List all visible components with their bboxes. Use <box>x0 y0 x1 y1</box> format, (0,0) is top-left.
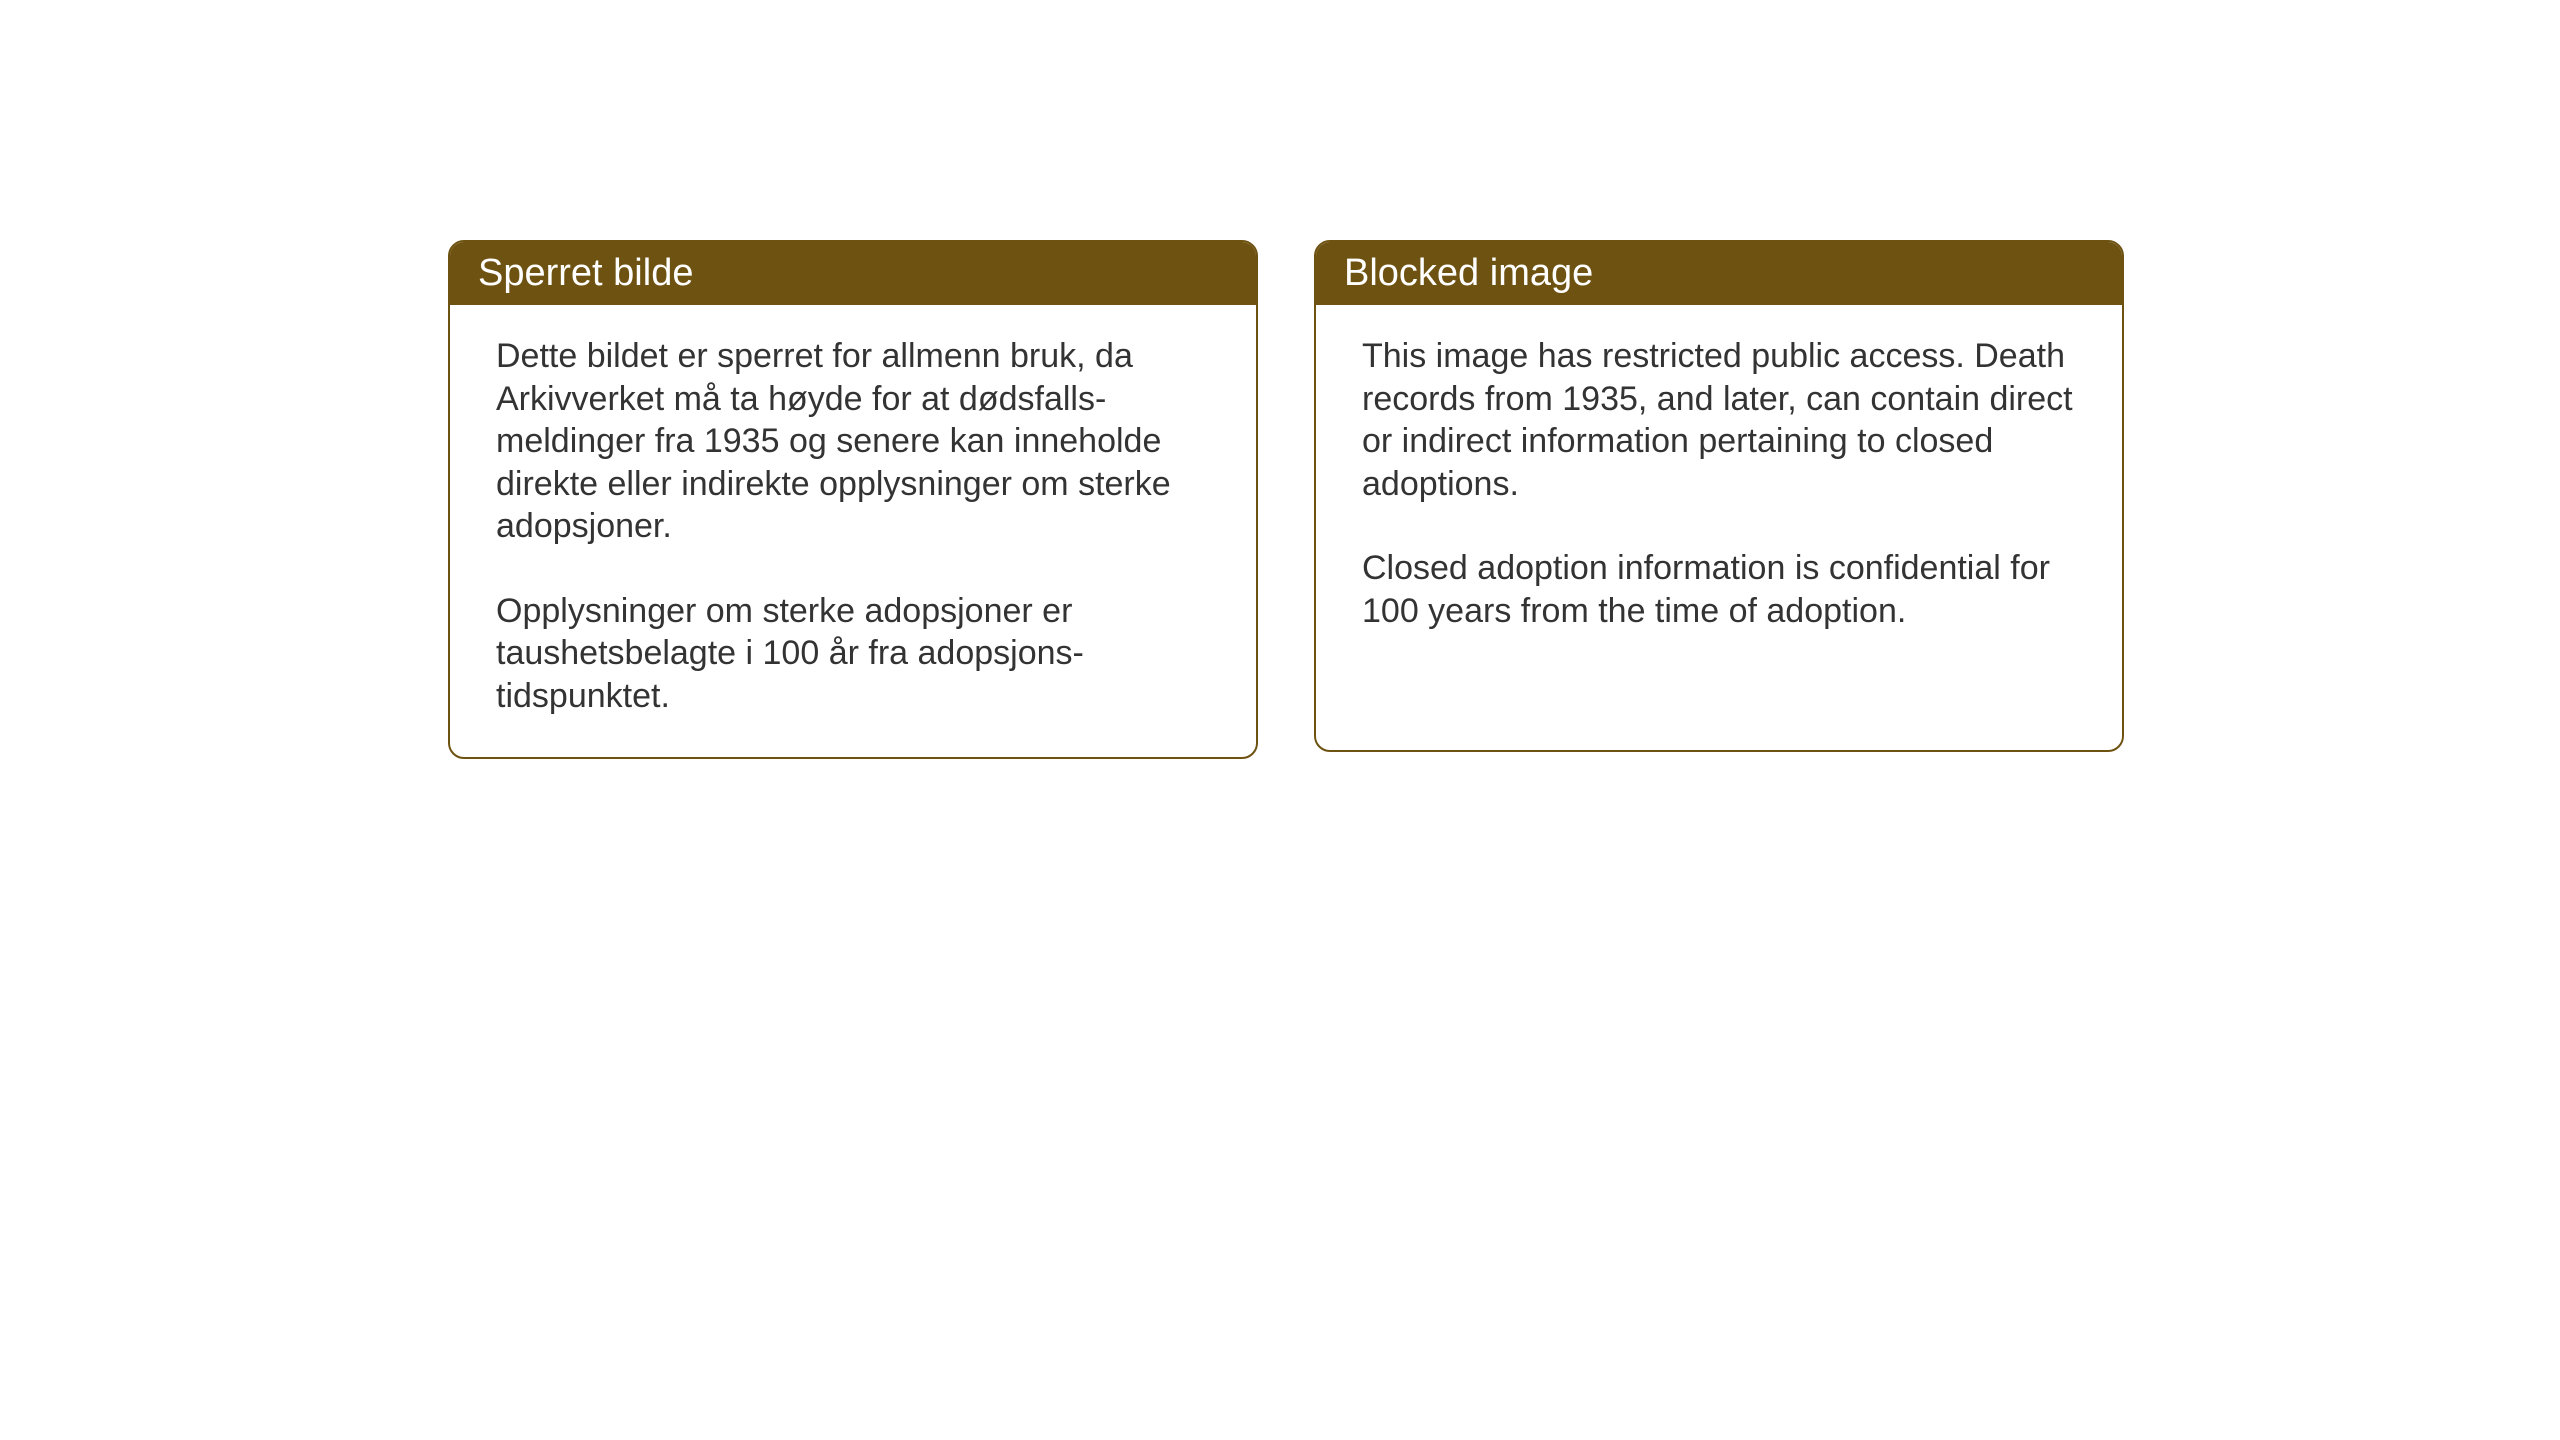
notice-box-norwegian: Sperret bilde Dette bildet er sperret fo… <box>448 240 1258 759</box>
notice-container: Sperret bilde Dette bildet er sperret fo… <box>448 240 2124 759</box>
notice-body-norwegian: Dette bildet er sperret for allmenn bruk… <box>450 305 1256 757</box>
notice-header-english: Blocked image <box>1316 242 2122 305</box>
notice-body-english: This image has restricted public access.… <box>1316 305 2122 672</box>
notice-paragraph-1-english: This image has restricted public access.… <box>1362 335 2076 505</box>
notice-title-english: Blocked image <box>1344 252 1593 294</box>
notice-header-norwegian: Sperret bilde <box>450 242 1256 305</box>
notice-paragraph-2-english: Closed adoption information is confident… <box>1362 547 2076 632</box>
notice-paragraph-1-norwegian: Dette bildet er sperret for allmenn bruk… <box>496 335 1210 548</box>
notice-box-english: Blocked image This image has restricted … <box>1314 240 2124 752</box>
notice-title-norwegian: Sperret bilde <box>478 252 693 294</box>
notice-paragraph-2-norwegian: Opplysninger om sterke adopsjoner er tau… <box>496 590 1210 718</box>
